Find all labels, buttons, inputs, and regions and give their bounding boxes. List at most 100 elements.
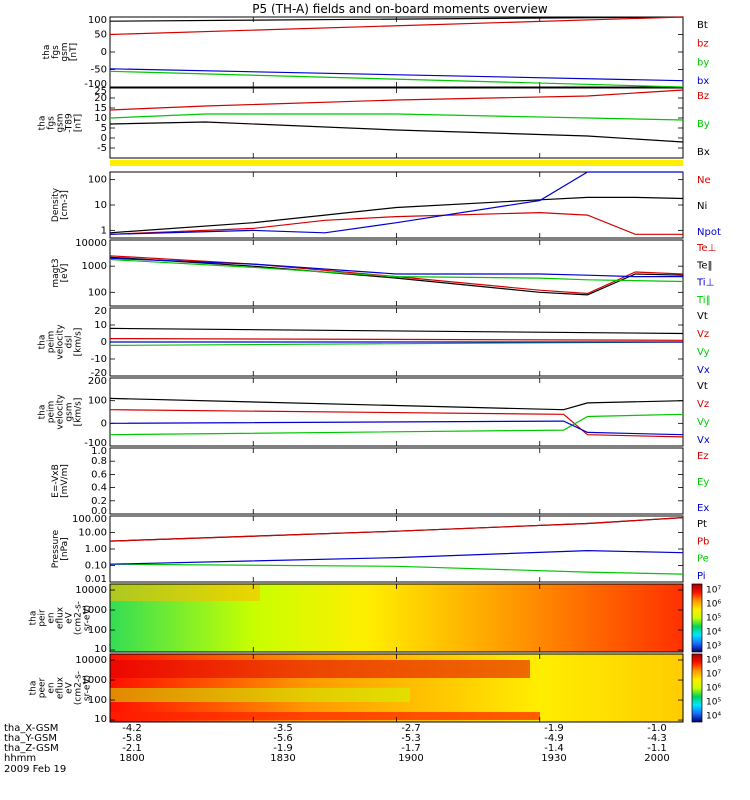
legend-entry: Vx <box>697 365 710 376</box>
footer-value: -4.3 <box>647 733 667 744</box>
y-tick-label: -20 <box>91 368 107 379</box>
legend-entry: Ti⊥ <box>696 278 714 289</box>
legend-entry: Vt <box>697 311 708 322</box>
footer-value: -2.7 <box>401 723 421 734</box>
panel-frame <box>109 239 684 307</box>
legend-entry: Vy <box>697 347 710 358</box>
spectrogram-band <box>110 688 410 702</box>
y-tick-label: 0 <box>101 418 107 429</box>
y-axis-label: [km/s] <box>74 398 84 427</box>
spectrogram-band <box>110 712 540 720</box>
y-tick-label: 15 <box>94 103 107 114</box>
legend-entry: Vt <box>697 381 708 392</box>
legend-entry: Bx <box>697 147 710 158</box>
y-axis-label: fgs <box>47 116 57 130</box>
y-axis-label: gsm <box>56 113 66 132</box>
y-axis-label: gsm <box>60 42 70 61</box>
y-tick-label: -100 <box>84 79 107 90</box>
y-axis-label: [cm-3] <box>60 190 70 220</box>
footer-value: -1.9 <box>544 723 564 734</box>
series-line <box>109 70 684 88</box>
y-tick-label: -5 <box>97 143 107 154</box>
y-tick-label: 0.01 <box>85 574 107 585</box>
legend-entry: Bz <box>697 91 709 102</box>
y-axis-label: [nT] <box>74 114 84 132</box>
y-tick-label: 100 <box>88 396 107 407</box>
colorbar-tick-label: 10⁷ <box>706 670 721 680</box>
y-tick-label: 100.00 <box>72 514 107 525</box>
series-line <box>109 256 684 296</box>
legend-entry: bz <box>697 39 709 50</box>
y-tick-label: 100 <box>88 695 107 706</box>
series-line <box>109 549 684 565</box>
y-tick-label: 100 <box>88 287 107 298</box>
panel-frame <box>109 447 684 515</box>
y-tick-label: 0.0 <box>91 506 107 517</box>
y-tick-label: 0.4 <box>91 483 107 494</box>
y-axis-label: E=-VxB <box>51 464 61 498</box>
legend-entry: Pt <box>697 519 707 530</box>
footer-value: -1.0 <box>647 723 667 734</box>
panel-frame <box>109 171 684 239</box>
colorbar-tick-label: 10⁵ <box>706 614 721 624</box>
quality-flag-bar <box>110 160 683 166</box>
y-axis-label: Density <box>51 187 61 222</box>
y-axis-label: gsm <box>65 402 75 421</box>
series-line <box>109 517 684 542</box>
y-tick-label: 10 <box>94 714 107 725</box>
colorbar-tick-label: 10³ <box>706 642 721 652</box>
footer-value: -1.4 <box>544 743 564 754</box>
footer-row-label: tha_Z-GSM <box>4 743 59 754</box>
series-line <box>109 258 684 283</box>
y-axis-label: tha <box>38 116 48 131</box>
series-line <box>109 196 684 234</box>
y-tick-label: 50 <box>94 30 107 41</box>
footer-value: 1800 <box>119 753 144 764</box>
footer-value: 1830 <box>270 753 295 764</box>
y-tick-label: 10000 <box>75 238 107 249</box>
colorbar <box>691 583 703 653</box>
legend-entry: Pb <box>697 536 709 547</box>
series-line <box>109 89 684 111</box>
legend-entry: Ez <box>697 451 709 462</box>
y-axis-label: velocity <box>56 324 66 360</box>
y-axis-label: tha <box>42 45 52 60</box>
colorbar-tick-label: 10⁶ <box>706 600 721 610</box>
footer-row-label: tha_Y-GSM <box>4 733 57 744</box>
series-line <box>109 397 684 411</box>
legend-entry: Vx <box>697 435 710 446</box>
y-axis-label: (cm2-s- <box>74 671 84 705</box>
y-axis-label: en <box>47 612 57 623</box>
y-axis-label: [km/s] <box>74 328 84 357</box>
colorbar-tick-label: 10⁶ <box>706 684 721 694</box>
footer-value: -5.8 <box>122 733 142 744</box>
legend-entry: Ey <box>697 477 709 488</box>
y-tick-label: 200 <box>88 376 107 387</box>
y-axis-label: en <box>47 682 57 693</box>
y-tick-label: 20 <box>94 93 107 104</box>
legend-entry: Pe <box>697 554 709 565</box>
y-axis-label: tha <box>38 335 48 350</box>
y-axis-label: tha <box>29 681 39 696</box>
y-tick-label: 5 <box>101 123 107 134</box>
y-axis-label: [mV/m] <box>60 464 70 498</box>
y-tick-label: 0.10 <box>85 561 107 572</box>
series-line <box>109 211 683 235</box>
y-tick-label: 1.00 <box>85 544 107 555</box>
y-tick-label: 25 <box>94 86 107 97</box>
y-tick-label: 10 <box>94 320 107 331</box>
y-tick-label: 0 <box>101 133 107 144</box>
y-axis-label: (cm2-s- <box>74 601 84 635</box>
legend-entry: Vz <box>697 399 709 410</box>
colorbar-tick-label: 10⁸ <box>706 656 721 666</box>
y-tick-label: 10.00 <box>78 528 107 539</box>
y-axis-label: velocity <box>56 394 66 430</box>
series-line <box>109 121 684 143</box>
series-line <box>109 171 683 235</box>
footer-value: -4.9 <box>544 733 564 744</box>
legend-entry: Npot <box>697 227 721 238</box>
series-line <box>109 113 684 121</box>
y-axis-label: [eV] <box>60 264 70 283</box>
y-tick-label: 20 <box>94 306 107 317</box>
